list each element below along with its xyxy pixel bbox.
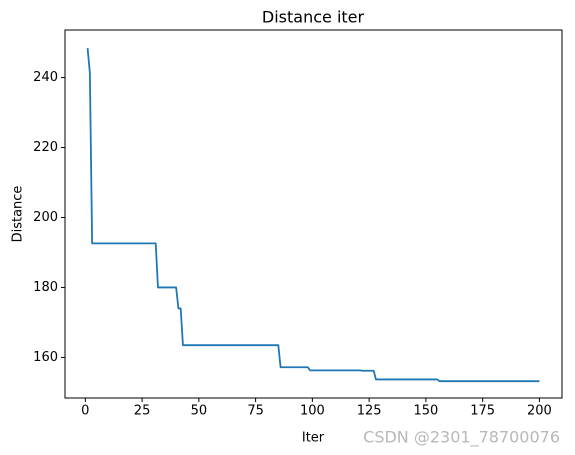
x-tick-label: 75 <box>247 404 264 419</box>
x-axis-label: Iter <box>302 431 325 446</box>
y-tick-label: 180 <box>33 280 58 295</box>
y-axis-label: Distance <box>11 186 26 243</box>
x-tick-label: 200 <box>527 404 552 419</box>
x-tick-label: 0 <box>81 404 89 419</box>
y-tick-label: 240 <box>33 70 58 85</box>
y-tick-label: 220 <box>33 140 58 155</box>
chart-title: Distance iter <box>262 8 365 27</box>
x-tick-label: 25 <box>134 404 151 419</box>
x-tick-label: 175 <box>470 404 495 419</box>
y-tick-label: 200 <box>33 210 58 225</box>
x-tick-label: 125 <box>357 404 382 419</box>
watermark: CSDN @2301_78700076 <box>363 428 560 448</box>
x-tick-label: 150 <box>413 404 438 419</box>
plot-frame <box>64 29 563 399</box>
x-tick-label: 100 <box>300 404 325 419</box>
y-tick-label: 160 <box>33 350 58 365</box>
data-line <box>86 48 540 383</box>
x-tick-label: 50 <box>191 404 208 419</box>
